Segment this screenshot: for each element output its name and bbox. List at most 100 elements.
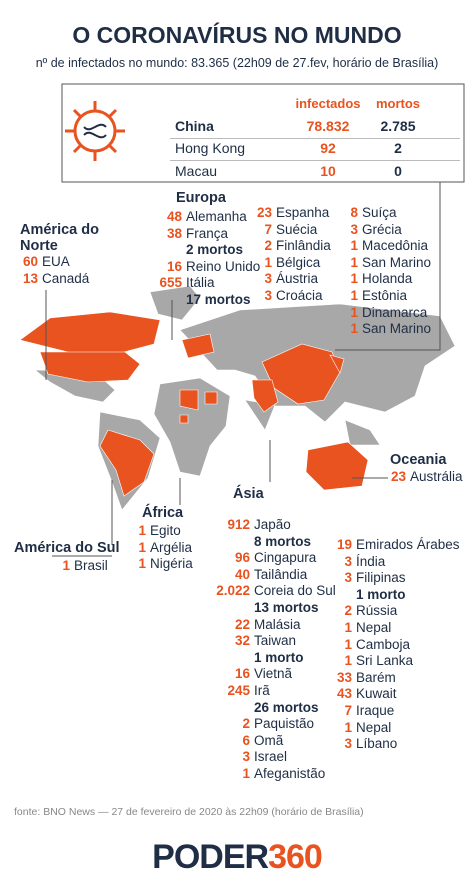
country-name: Afeganistão [254, 765, 326, 781]
infected-count: 78.832 [306, 118, 350, 134]
case-count: 912 [227, 517, 250, 532]
country-row: 1 Holanda [344, 271, 431, 288]
case-count: 1 [350, 271, 358, 287]
country-row: 16 Vietnã [206, 666, 336, 683]
infected-count: 10 [320, 163, 336, 179]
country-row: 655 Itália [156, 275, 260, 292]
country-row: 6 Omã [206, 733, 336, 750]
country-list: 8 Suíça 3 Grécia 1 Macedônia 1 San Marino 1 Holan… [344, 205, 431, 338]
country-name: Japão [254, 517, 291, 532]
case-count: 2 [264, 238, 272, 254]
country-row: 7 Iraque [334, 703, 460, 720]
country-row: 1 Macedônia [344, 238, 431, 255]
country-row: 912 Japão [206, 517, 336, 534]
country-row: 1 San Marino [344, 321, 431, 338]
case-count: 7 [264, 221, 272, 237]
footer-source: fonte: BNO News — 27 de fevereiro de 202… [14, 806, 364, 818]
country-name: San Marino [362, 321, 432, 337]
country-row: 1 Bélgica [252, 255, 331, 272]
country-row: 2 Finlândia [252, 238, 330, 255]
country-name: Suíça [362, 205, 397, 220]
country-row: 1 Estônia [344, 288, 431, 305]
country-name: Nigéria [150, 556, 193, 572]
case-count: 40 [234, 566, 250, 582]
country-row: 16 Reino Unido [156, 259, 260, 276]
case-count: 6 [242, 732, 250, 748]
death-count: 1 morto [356, 586, 406, 602]
death-count: 8 mortos [254, 533, 312, 549]
death-row: 17 mortos [156, 292, 260, 309]
case-count: 43 [336, 686, 352, 702]
country-row: 3 Grécia [344, 222, 431, 239]
case-count: 1 [264, 254, 272, 270]
country-row: 1 Sri Lanka [334, 653, 460, 670]
case-count: 1 [138, 556, 146, 572]
country-name: Estônia [362, 287, 408, 303]
country-name: Paquistão [254, 716, 315, 732]
country-row: 19 Emirados Árabes [334, 537, 460, 554]
country-name: Argélia [150, 539, 193, 555]
country-row: 3 Croácia [252, 288, 331, 305]
country-row: 2.022 Coreia do Sul [206, 583, 336, 600]
country-name: Macedônia [362, 238, 429, 254]
case-count: 38 [166, 225, 182, 241]
country-name: Taiwan [254, 633, 297, 649]
country-name: Iraque [356, 702, 395, 718]
country-name: Irã [254, 682, 270, 698]
country-name: França [186, 225, 229, 241]
case-count: 1 [138, 523, 146, 538]
country-name: Cingapura [254, 550, 317, 566]
case-count: 8 [350, 205, 358, 220]
case-count: 1 [350, 287, 358, 303]
country-row: 1 Afeganistão [206, 766, 336, 783]
country-name: Áustria [276, 271, 319, 287]
case-count: 96 [234, 550, 250, 566]
region-name: América do Sul [14, 540, 120, 556]
country-name: San Marino [362, 254, 432, 270]
country-name: Camboja [356, 636, 411, 652]
death-row: 1 morto [334, 587, 460, 604]
country-row: 32 Taiwan [206, 633, 336, 650]
region-name: Oceania [390, 452, 447, 468]
case-count: 7 [344, 702, 352, 718]
connector-lines [45, 182, 441, 557]
country-name: Filipinas [356, 570, 406, 586]
country-name: Kuwait [356, 686, 397, 702]
country-name: Emirados Árabes [356, 537, 460, 552]
case-count: 3 [264, 271, 272, 287]
country-name: Alemanha [186, 209, 247, 224]
case-count: 1 [242, 765, 250, 781]
table-header: mortos [375, 96, 421, 111]
country-list: 23 Espanha 7 Suécia 2 Finlândia 1 Bélgica 3 Áustr… [252, 205, 331, 305]
country-name: Macau [175, 163, 218, 179]
country-name: Rússia [356, 603, 398, 619]
country-row: 2 Rússia [334, 603, 460, 620]
country-list: 60 EUA 13 Canadá [20, 254, 89, 287]
country-row: 1 Brasil [58, 558, 107, 575]
case-count: 3 [344, 570, 352, 586]
country-row: 60 EUA [20, 254, 89, 271]
country-name: Índia [356, 553, 386, 569]
case-count: 1 [344, 636, 352, 652]
region-name: Ásia [233, 486, 264, 502]
region-name: Europa [176, 190, 226, 206]
country-name: Itália [186, 275, 215, 291]
case-count: 3 [264, 287, 272, 303]
country-list: 23 Austrália [388, 469, 463, 486]
table-box [61, 83, 465, 183]
country-list: 1 Brasil [58, 558, 107, 575]
death-row: 1 morto [206, 650, 336, 667]
country-name: China [175, 118, 214, 134]
case-count: 16 [234, 666, 250, 682]
case-count: 1 [350, 254, 358, 270]
death-row: 8 mortos [206, 534, 336, 551]
title: O CORONAVÍRUS NO MUNDO [72, 22, 402, 48]
death-count: 0 [394, 163, 402, 179]
case-count: 1 [350, 321, 358, 337]
case-count: 33 [336, 669, 352, 685]
country-list: 19 Emirados Árabes 3 Índia 3 Filipinas 1 morto… [334, 537, 460, 753]
country-row: 1 San Marino [344, 255, 431, 272]
country-name: Vietnã [254, 666, 293, 682]
country-name: Canadá [42, 270, 90, 286]
